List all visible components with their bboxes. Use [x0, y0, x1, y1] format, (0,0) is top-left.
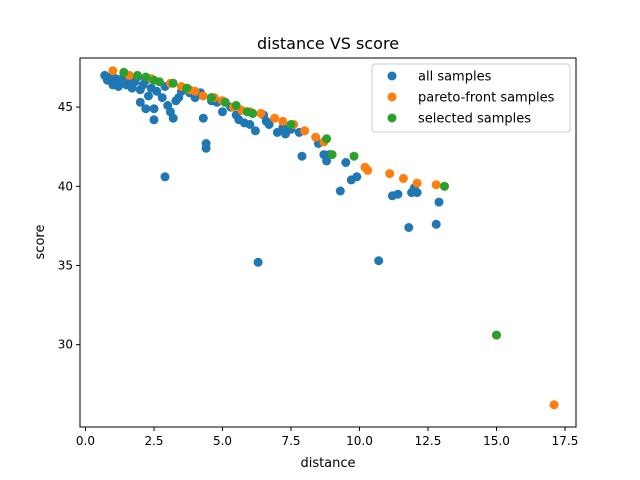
data-point	[261, 116, 271, 126]
chart-title: distance VS score	[257, 34, 399, 53]
data-point	[108, 66, 118, 76]
data-point	[198, 113, 208, 123]
data-point	[431, 180, 441, 190]
data-point	[250, 126, 260, 136]
data-point	[431, 219, 441, 229]
y-tick-label: 35	[58, 258, 73, 272]
data-point	[149, 115, 159, 125]
data-point	[152, 86, 162, 96]
data-point	[412, 178, 422, 188]
data-point	[549, 400, 559, 410]
legend-marker	[387, 113, 397, 123]
data-point	[363, 165, 373, 175]
x-tick-label: 0.0	[76, 434, 95, 448]
points-layer	[100, 66, 559, 410]
legend-label: all samples	[418, 70, 492, 85]
x-tick-label: 17.5	[552, 434, 579, 448]
data-point	[311, 132, 321, 142]
data-point	[182, 83, 192, 93]
data-point	[160, 172, 170, 182]
legend-label: selected samples	[418, 112, 531, 127]
data-point	[404, 223, 414, 232]
data-point	[231, 101, 241, 110]
legend-box	[371, 63, 571, 133]
data-point	[270, 113, 280, 123]
data-point	[492, 330, 501, 340]
y-tick-label: 40	[58, 179, 73, 193]
data-point	[201, 143, 211, 153]
data-point	[198, 91, 208, 101]
data-point	[168, 78, 178, 88]
data-point	[398, 173, 408, 183]
data-point	[352, 172, 362, 182]
x-tick-label: 5.0	[213, 434, 232, 448]
data-point	[174, 93, 184, 103]
legend: all samples pareto-front samples selected …	[371, 63, 571, 133]
y-axis-label: score	[33, 225, 48, 260]
x-axis: 0.0 2.5 5.0 7.5 10.0 12.5 15.0 17.5	[76, 427, 578, 448]
legend-items: all samples pareto-front samples selected …	[387, 70, 555, 127]
data-point	[119, 67, 129, 77]
data-point	[374, 256, 384, 266]
data-point	[300, 126, 310, 136]
y-tick-label: 45	[58, 100, 73, 114]
y-tick-label: 30	[58, 338, 73, 352]
x-tick-label: 10.0	[346, 434, 373, 448]
data-point	[135, 97, 145, 107]
data-point	[385, 169, 395, 179]
data-point	[155, 77, 164, 87]
data-point	[168, 113, 178, 123]
plot-frame	[79, 57, 577, 428]
data-point	[141, 72, 151, 82]
x-tick-label: 2.5	[144, 434, 163, 448]
data-point	[190, 86, 200, 96]
series-2	[119, 67, 501, 340]
data-point	[393, 189, 403, 199]
data-point	[440, 181, 449, 191]
data-point	[322, 156, 332, 166]
data-point	[286, 120, 296, 129]
data-point	[245, 120, 255, 129]
data-point	[144, 91, 153, 101]
data-point	[322, 134, 332, 144]
data-point	[256, 108, 266, 118]
data-point	[327, 150, 337, 160]
data-point	[335, 186, 345, 196]
data-point	[278, 116, 288, 126]
legend-label: pareto-front samples	[418, 91, 555, 106]
data-point	[278, 123, 288, 133]
data-point	[253, 257, 263, 267]
data-point	[207, 93, 216, 103]
data-point	[149, 104, 159, 114]
data-point	[133, 70, 142, 80]
legend-marker	[387, 92, 397, 102]
data-point	[141, 104, 151, 114]
data-point	[297, 151, 307, 161]
x-tick-label: 12.5	[415, 434, 442, 448]
data-point	[434, 197, 444, 207]
x-tick-label: 15.0	[483, 434, 510, 448]
x-tick-label: 7.5	[281, 434, 300, 448]
data-point	[349, 151, 359, 161]
data-point	[248, 108, 258, 118]
data-point	[218, 107, 227, 117]
data-point	[220, 97, 230, 107]
x-axis-label: distance	[300, 456, 355, 471]
data-point	[341, 158, 351, 167]
legend-marker	[387, 71, 397, 81]
y-axis: 30 35 40 45	[58, 100, 80, 352]
data-point	[157, 93, 167, 103]
